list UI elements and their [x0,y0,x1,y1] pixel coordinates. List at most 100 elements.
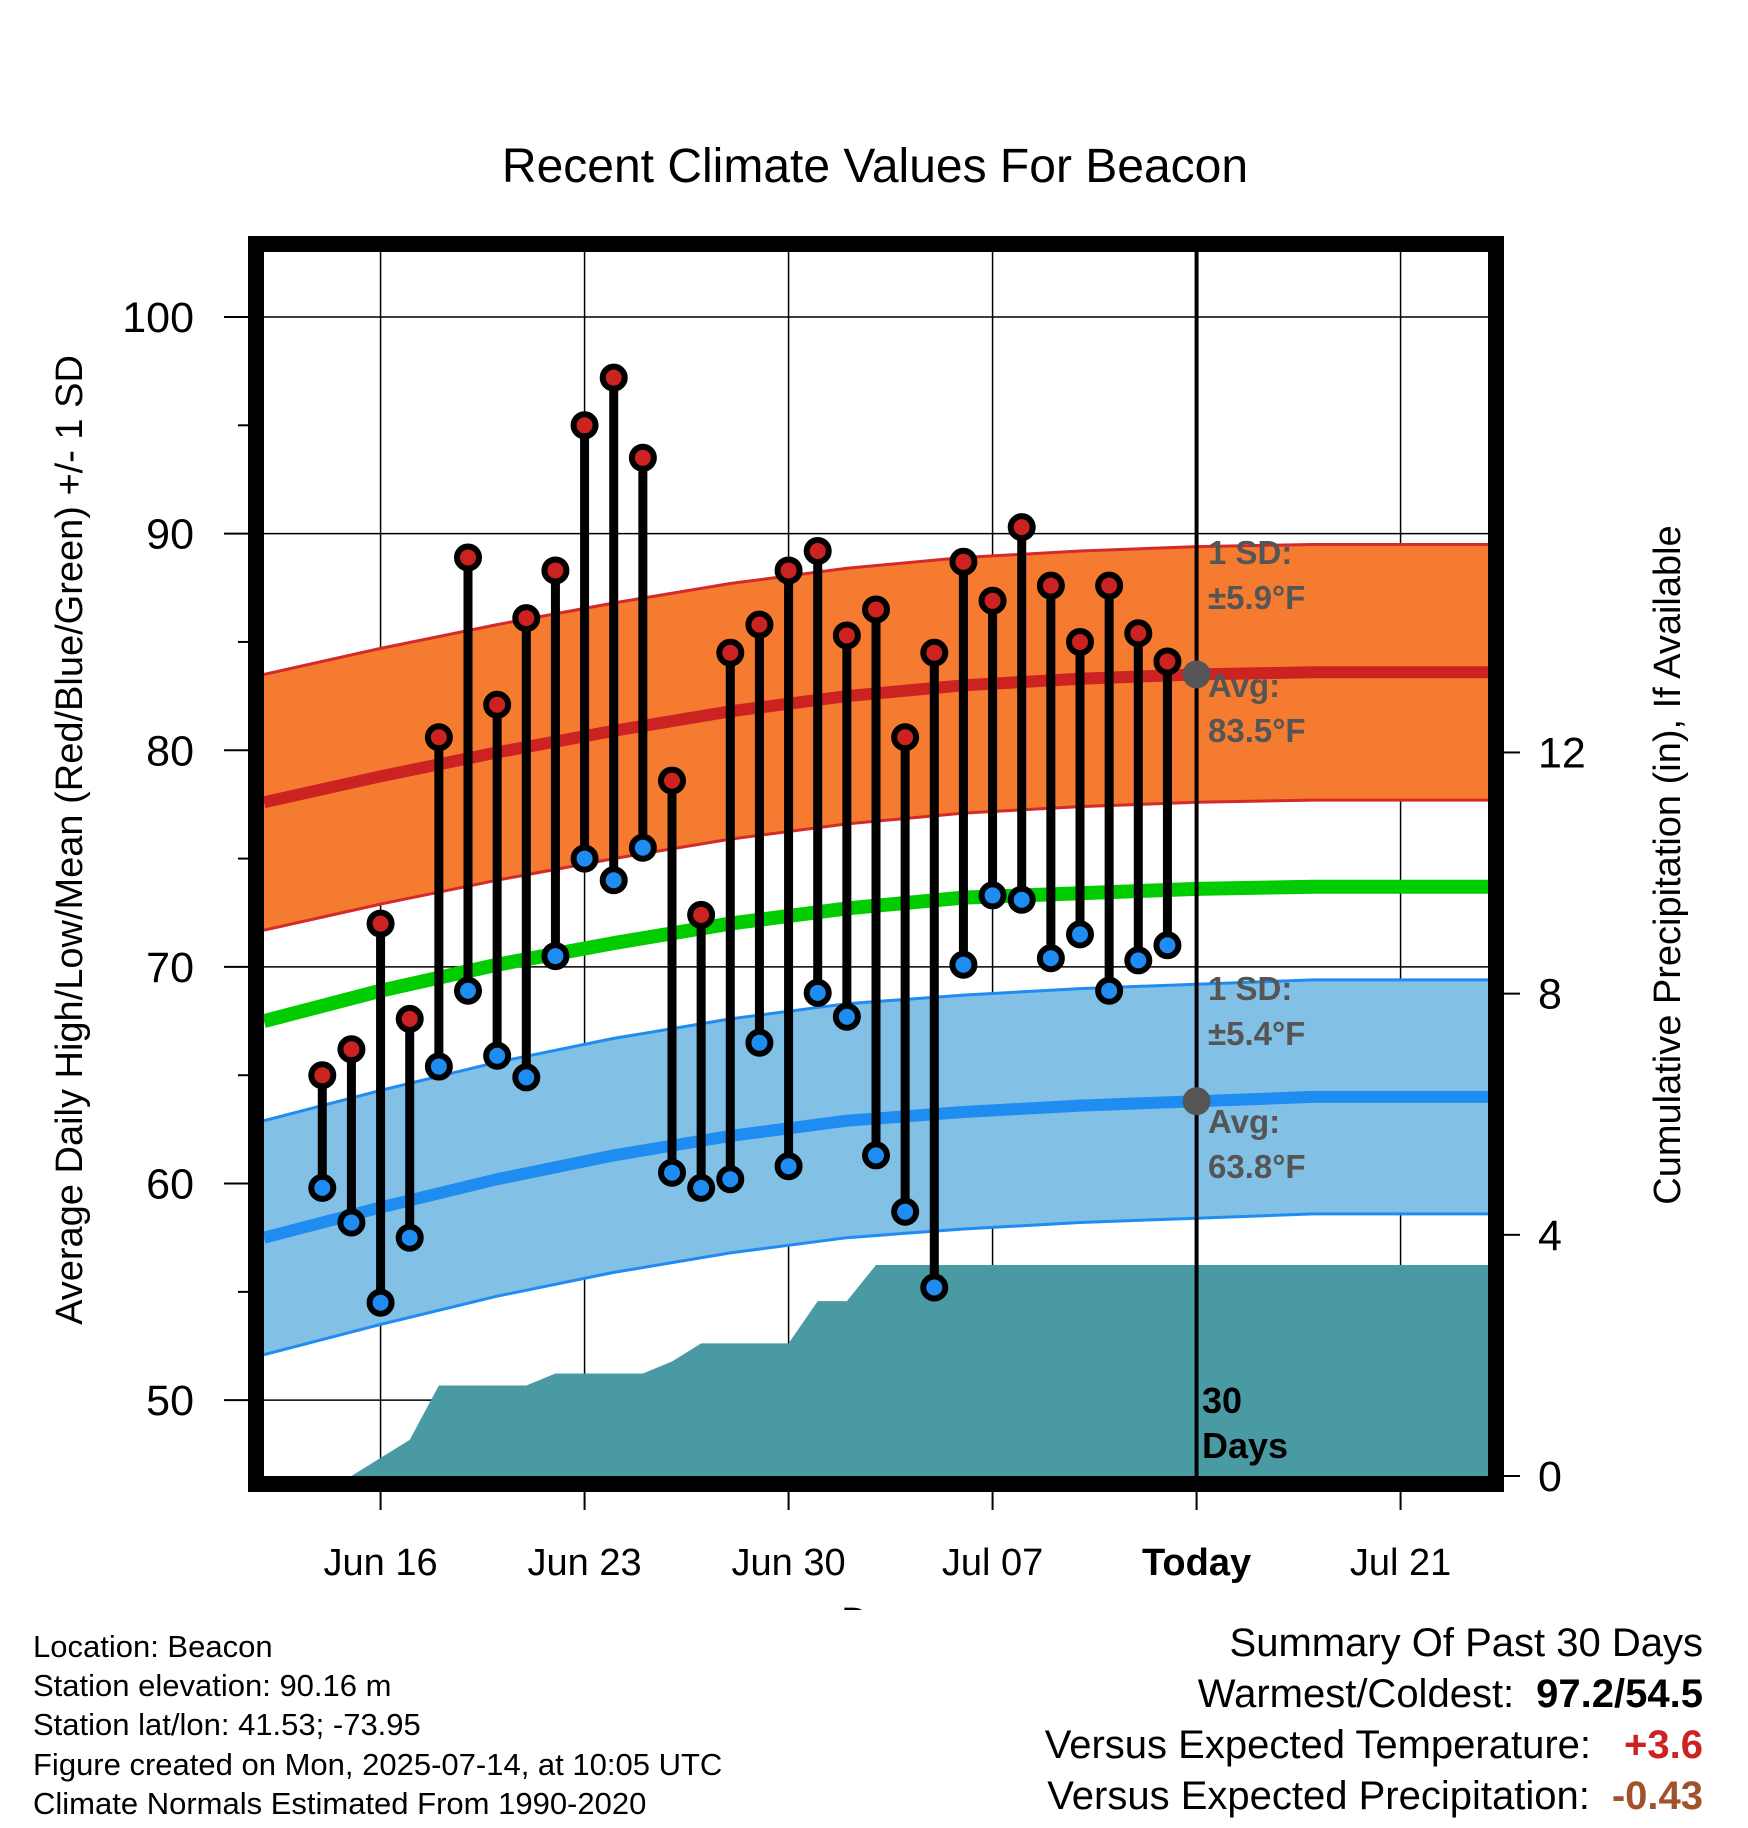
daily-high-point [949,547,978,576]
daily-high-point [628,443,657,472]
daily-high-point [774,556,803,585]
daily-high-point [483,690,512,719]
daily-low-point [1036,944,1065,973]
daily-high-point [308,1061,337,1090]
daily-low-point [745,1028,774,1057]
daily-high-point [337,1035,366,1064]
high-avg-title: Avg: [1208,667,1280,704]
daily-low-point [1124,946,1153,975]
daily-low-point [1066,920,1094,949]
precip-label: Versus Expected Precipitation: [1047,1774,1590,1818]
station-info: Location: Beacon Station elevation: 90.1… [33,1627,722,1823]
low-avg-value: 63.8°F [1208,1148,1306,1185]
daily-low-point [599,866,628,895]
daily-high-point [1007,513,1036,542]
summary-precip: Versus Expected Precipitation: -0.43 [1045,1771,1703,1822]
daily-low-point [803,978,832,1007]
x-tick-label: Jun 30 [732,1542,846,1584]
daily-high-point [745,610,774,639]
overlay-layer: 1 SD: ±5.9°F Avg: 83.5°F 1 SD: ±5.4°F Avg: 63.8… [308,252,1306,1476]
y2-tick-label: 4 [1538,1212,1562,1260]
daily-low-point [891,1197,920,1226]
high-normal-band-upper-edge [264,543,1488,676]
y-tick-label: 90 [146,511,194,559]
daily-low-point [687,1173,716,1202]
daily-high-point [658,766,686,795]
daily-high-point [1095,571,1124,600]
plot-frame [248,236,1504,1492]
daily-low-point [716,1165,745,1194]
y2-tick-label: 0 [1538,1453,1562,1501]
high-sd-title: 1 SD: [1208,534,1292,571]
chart-title: Recent Climate Values For Beacon [502,140,1248,193]
daily-low-point [949,950,978,979]
daily-low-point [512,1063,541,1092]
daily-high-point [454,543,482,572]
low-sd-value: ±5.4°F [1208,1015,1305,1052]
summary-title: Summary Of Past 30 Days [1229,1621,1703,1665]
daily-low-point [978,881,1007,910]
window-label-number: 30 [1202,1380,1242,1421]
y-tick-label: 50 [146,1377,194,1425]
daily-low-point [1153,931,1182,960]
daily-low-point [395,1223,424,1252]
today-low-avg-marker [1182,1087,1211,1116]
temp-value: +3.6 [1624,1723,1703,1767]
x-tick-label: Jul 21 [1350,1542,1451,1584]
x-tick-label: Jul 07 [942,1542,1043,1584]
summary-panel: Summary Of Past 30 Days Warmest/Coldest:… [1045,1618,1703,1822]
low-avg-line [264,1090,1488,1244]
low-normal-band-lower-edge [264,1212,1488,1357]
summary-temp: Versus Expected Temperature: +3.6 [1045,1720,1703,1771]
daily-high-point [424,723,453,752]
window-label-unit: Days [1202,1425,1288,1466]
daily-high-point [512,604,541,633]
y-tick-label: 100 [122,294,194,342]
station-latlon: Station lat/lon: 41.53; -73.95 [33,1707,421,1743]
warm-cold-label: Warmest/Coldest: [1197,1672,1515,1716]
climate-chart: Recent Climate Values For Beacon 1 SD: ±5… [49,140,1689,1610]
daily-high-point [687,900,716,929]
daily-high-point [862,595,890,624]
daily-high-point [978,586,1007,615]
figure-created: Figure created on Mon, 2025-07-14, at 10… [33,1746,723,1782]
summary-warm-cold: Warmest/Coldest: 97.2/54.5 [1045,1669,1703,1720]
daily-high-point [920,638,949,667]
daily-high-point [1153,647,1182,676]
daily-low-point [774,1152,803,1181]
daily-high-point [832,621,861,650]
daily-low-point [570,844,599,873]
y-axis-label: Average Daily High/Low/Mean (Red/Blue/Gr… [49,355,91,1325]
x-tick-label: Today [1142,1542,1251,1584]
daily-low-point [862,1141,890,1170]
y-tick-label: 80 [146,727,194,775]
low-avg-title: Avg: [1208,1103,1280,1140]
daily-low-point [366,1288,395,1317]
y-tick-label: 60 [146,1161,194,1209]
daily-high-point [570,411,599,440]
daily-low-point [920,1273,949,1302]
normals-period: Climate Normals Estimated From 1990-2020 [33,1785,647,1821]
daily-high-point [1124,619,1153,648]
station-location: Location: Beacon [33,1629,273,1664]
daily-high-point [1066,627,1094,656]
daily-low-point [454,976,482,1005]
daily-high-point [716,638,745,667]
daily-low-point [1095,976,1124,1005]
daily-low-point [308,1173,337,1202]
temp-label: Versus Expected Temperature: [1044,1723,1591,1767]
low-sd-title: 1 SD: [1208,970,1292,1007]
high-avg-value: 83.5°F [1208,712,1306,749]
x-tick-label: Jun 23 [528,1542,642,1584]
precip-value: -0.43 [1611,1774,1703,1818]
daily-high-point [599,363,628,392]
daily-low-point [628,833,657,862]
today-high-avg-marker [1182,660,1211,689]
y2-tick-label: 12 [1538,729,1586,777]
daily-low-point [424,1052,453,1081]
daily-low-point [1007,885,1036,914]
daily-high-point [366,909,395,938]
daily-low-point [483,1041,512,1070]
y2-tick-label: 8 [1538,971,1562,1019]
daily-high-point [1036,571,1065,600]
